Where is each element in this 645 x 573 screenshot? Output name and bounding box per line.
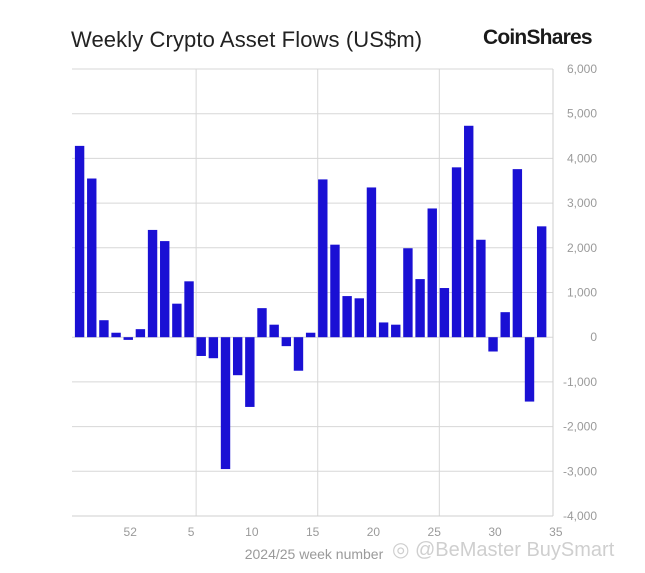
bar-week-15 <box>305 332 316 338</box>
bar-week-12 <box>269 324 279 338</box>
bar-week-11 <box>257 308 267 338</box>
bar-week-49 <box>87 178 97 338</box>
bar-week-27 <box>451 167 462 338</box>
bar-week-7 <box>208 337 219 359</box>
x-tick-label: 10 <box>245 525 259 539</box>
bar-week-17 <box>330 244 340 338</box>
y-tick-label: -4,000 <box>563 509 597 523</box>
bar-week-3 <box>160 241 170 338</box>
bar-week-52 <box>123 337 133 340</box>
bar-week-48 <box>74 145 85 338</box>
y-tick-label: 0 <box>590 330 597 344</box>
bar-week-20 <box>366 187 377 338</box>
bar-week-29 <box>476 239 486 338</box>
bar-week-22 <box>391 324 401 338</box>
bar-week-8 <box>220 337 231 470</box>
x-tick-label: 5 <box>188 525 195 539</box>
bar-week-51 <box>111 332 121 338</box>
bar-week-5 <box>184 281 194 338</box>
x-axis-ticks: 52 5 10 15 20 25 30 35 <box>124 525 563 539</box>
y-tick-label: 1,000 <box>567 286 597 300</box>
bar-week-2 <box>147 229 158 338</box>
x-tick-label: 25 <box>428 525 442 539</box>
bar-week-18 <box>342 296 352 338</box>
y-tick-label: -3,000 <box>563 464 597 478</box>
y-tick-label: 2,000 <box>567 241 597 255</box>
y-axis-ticks: 6,000 5,000 4,000 3,000 2,000 1,000 0 -1,000 -2,… <box>563 62 597 523</box>
bar-week-6 <box>196 337 206 356</box>
chart-title: Weekly Crypto Asset Flows (US$m) <box>71 27 423 52</box>
bars <box>74 125 547 470</box>
bar-week-4 <box>172 303 182 338</box>
y-tick-label: 4,000 <box>567 151 597 165</box>
bar-week-1 <box>135 329 146 338</box>
y-tick-label: 6,000 <box>567 62 597 76</box>
bar-week-13 <box>281 337 292 347</box>
bar-week-9 <box>232 337 243 376</box>
bar-week-33 <box>524 337 535 402</box>
x-tick-label: 20 <box>367 525 381 539</box>
bar-week-26 <box>439 288 450 338</box>
x-tick-label: 15 <box>306 525 320 539</box>
bar-week-28 <box>464 125 474 338</box>
y-tick-label: -2,000 <box>563 420 597 434</box>
bar-week-16 <box>318 179 328 338</box>
bar-week-10 <box>245 337 255 407</box>
bar-week-30 <box>488 337 498 352</box>
bar-week-24 <box>415 279 425 338</box>
coinshares-logo: CoinShares <box>483 26 593 49</box>
bar-week-19 <box>354 298 364 338</box>
bar-week-14 <box>293 337 304 371</box>
x-tick-label: 52 <box>124 525 138 539</box>
watermark-text: ◎ @BeMaster BuySmart <box>392 539 615 561</box>
bar-week-23 <box>403 248 413 338</box>
y-tick-label: 5,000 <box>567 107 597 121</box>
x-tick-label: 30 <box>488 525 502 539</box>
bar-week-32 <box>512 169 523 338</box>
bar-week-21 <box>378 322 389 338</box>
y-tick-label: 3,000 <box>567 196 597 210</box>
bar-week-25 <box>427 208 437 338</box>
x-axis-label: 2024/25 week number <box>245 546 384 562</box>
bar-week-50 <box>99 320 109 338</box>
y-tick-label: -1,000 <box>563 375 597 389</box>
bar-week-34 <box>536 226 547 338</box>
x-tick-label: 35 <box>549 525 563 539</box>
bar-week-31 <box>500 312 510 338</box>
